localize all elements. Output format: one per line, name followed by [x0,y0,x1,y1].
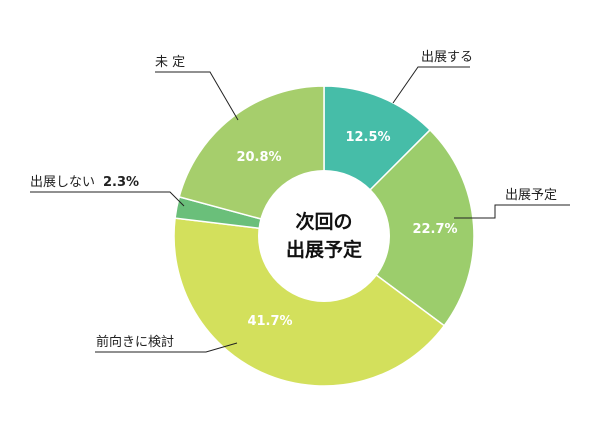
percent-label-maemuki: 41.7% [247,314,292,329]
percent-label-mitei: 20.8% [236,150,281,165]
category-label-shutten-suru: 出展する [421,50,473,65]
slice-maemuki [173,217,446,387]
center-label-line-2: 出展予定 [286,238,362,261]
category-label-shutten-shinai-text: 出展しない [30,175,95,190]
slice-shutten-yotei [322,128,475,327]
category-labels: 出展する 出展予定 前向きに検討 出展しない 2.3% 未 定 [30,50,557,350]
category-label-shutten-shinai: 出展しない 2.3% [30,175,139,190]
leader-line-mitei [155,71,239,121]
leader-line-shutten-shinai [30,191,185,207]
percent-label-shutten-shinai: 2.3% [103,175,139,190]
percent-labels: 12.5% 22.7% 41.7% 20.8% [236,130,457,329]
category-label-maemuki: 前向きに検討 [96,334,174,350]
leader-lines [30,66,570,353]
leader-line-shutten-suru [392,66,470,104]
percent-label-shutten-suru: 12.5% [345,130,390,145]
category-label-mitei: 未 定 [155,55,185,70]
leader-line-shutten-yotei [454,204,570,219]
center-hole [258,170,390,302]
category-label-shutten-yotei: 出展予定 [505,188,557,203]
percent-label-shutten-yotei: 22.7% [412,222,457,237]
center-label-line-1: 次回の [295,210,352,233]
leader-line-maemuki [95,342,238,353]
